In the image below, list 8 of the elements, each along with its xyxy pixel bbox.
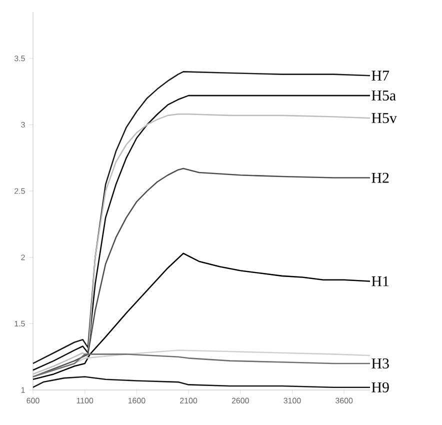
series-label: H1 (372, 276, 389, 286)
series-label: H5v (372, 113, 397, 124)
line-series (32, 376, 371, 388)
series-label: H9 (372, 382, 389, 392)
series-label: H7 (372, 70, 390, 81)
series-label: H5a (372, 90, 396, 101)
series-label: H3 (372, 358, 389, 368)
series-label: H2 (372, 172, 389, 183)
